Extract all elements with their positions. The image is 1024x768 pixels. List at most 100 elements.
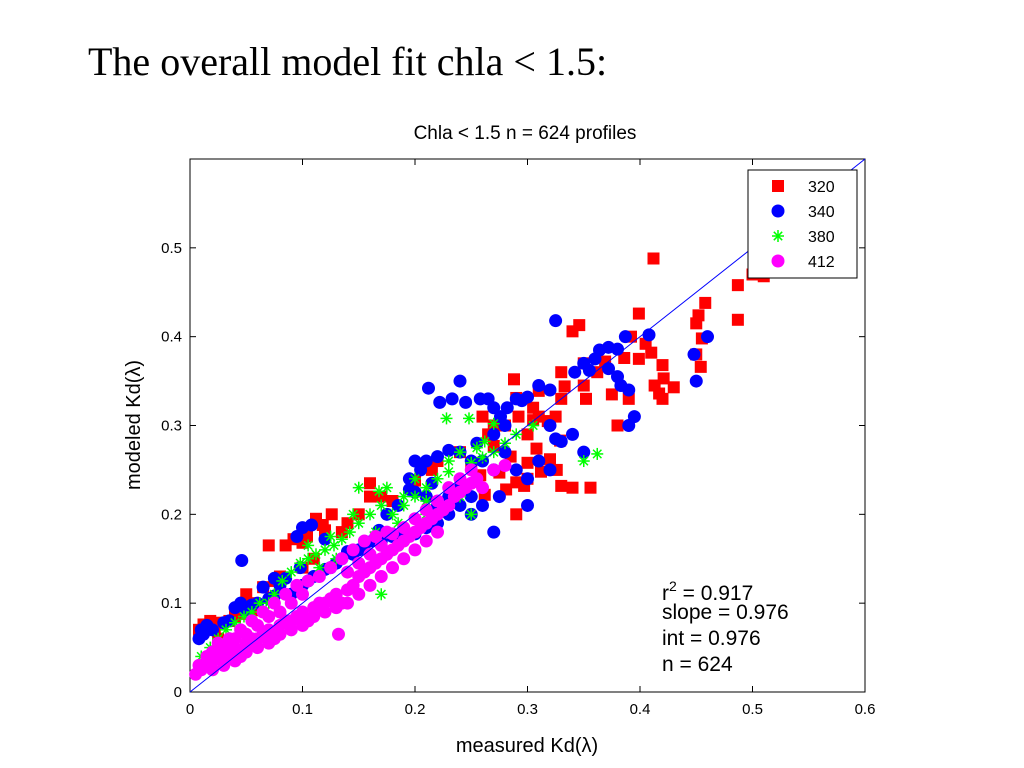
point-412	[318, 605, 332, 619]
point-380	[319, 543, 331, 556]
point-412	[363, 578, 377, 592]
point-412	[498, 458, 512, 472]
point-340	[459, 395, 473, 409]
point-320	[618, 351, 631, 364]
point-412	[487, 463, 501, 477]
x-axis: 0 0.1 0.2 0.3 0.4 0.5 0.6	[186, 159, 876, 718]
data-points	[189, 252, 770, 681]
point-340	[442, 443, 456, 457]
legend-box	[747, 169, 858, 279]
point-320	[558, 380, 571, 393]
point-412	[419, 503, 433, 517]
y-axis: 0 0.1 0.2 0.3 0.4 0.5	[161, 240, 865, 701]
x-tick-label: 0.6	[855, 701, 876, 718]
point-340	[568, 365, 582, 379]
point-340	[554, 434, 568, 448]
point-412	[374, 570, 388, 584]
point-412	[419, 534, 433, 548]
legend: 320 340 380 412	[747, 169, 858, 279]
point-412	[369, 530, 383, 544]
chart-title: Chla < 1.5 n = 624 profiles	[414, 123, 637, 144]
point-380	[442, 465, 455, 478]
point-380	[276, 574, 289, 587]
slide-title: The overall model fit chla < 1.5:	[88, 39, 608, 84]
point-412	[296, 618, 309, 632]
point-412	[284, 596, 298, 610]
point-380	[313, 561, 326, 574]
point-380	[577, 455, 590, 468]
point-340	[414, 463, 428, 477]
point-320	[476, 410, 489, 423]
point-412	[284, 614, 298, 628]
point-412	[341, 596, 354, 610]
point-320	[731, 313, 744, 326]
r2-superscript: 2	[669, 578, 677, 594]
point-320	[647, 252, 660, 265]
point-320	[364, 490, 376, 503]
point-340	[200, 618, 214, 632]
point-412	[284, 623, 298, 637]
point-380	[431, 472, 444, 485]
point-340	[290, 530, 304, 544]
point-412	[324, 561, 338, 575]
point-320	[656, 359, 669, 372]
point-380	[302, 539, 315, 552]
point-412	[397, 521, 411, 535]
point-320	[653, 387, 666, 400]
point-340	[532, 454, 546, 468]
point-340	[425, 476, 439, 490]
point-412	[329, 601, 343, 615]
x-tick-label: 0.1	[292, 701, 313, 718]
point-412	[239, 627, 253, 641]
point-340	[487, 427, 501, 441]
point-380	[285, 566, 298, 579]
point-380	[463, 412, 475, 425]
point-380	[352, 517, 365, 530]
r2-stat: r2 = 0.917	[662, 578, 753, 605]
point-320	[335, 526, 348, 539]
point-412	[262, 609, 276, 623]
series-412	[189, 458, 512, 681]
point-380	[397, 490, 410, 503]
x-tick-label: 0.2	[405, 701, 426, 718]
point-380	[310, 548, 322, 561]
point-340	[577, 445, 591, 459]
legend-marker-380	[772, 230, 784, 242]
point-320	[262, 539, 275, 552]
n-stat: n = 624	[662, 653, 733, 676]
point-320	[632, 352, 645, 365]
x-tick-label: 0.5	[742, 701, 763, 718]
legend-label: 412	[808, 254, 835, 271]
point-340	[642, 328, 656, 342]
point-380	[478, 435, 491, 448]
point-412	[192, 658, 206, 672]
point-320	[508, 373, 520, 386]
point-320	[555, 366, 568, 379]
point-340	[476, 498, 489, 512]
point-380	[409, 490, 421, 503]
point-412	[332, 627, 345, 641]
point-412	[352, 587, 366, 601]
legend-marker-412	[771, 254, 785, 268]
point-340	[687, 347, 701, 361]
point-412	[363, 547, 377, 561]
point-412	[386, 527, 399, 541]
point-380	[343, 526, 356, 539]
point-320	[667, 381, 680, 394]
point-340	[498, 445, 512, 459]
point-340	[498, 419, 512, 432]
point-320	[611, 419, 624, 432]
point-380	[465, 508, 478, 521]
point-340	[256, 580, 270, 594]
point-412	[318, 596, 332, 610]
point-412	[341, 565, 354, 579]
slope-stat: slope = 0.976	[662, 601, 789, 624]
y-tick-label: 0.1	[161, 595, 182, 612]
point-380	[454, 446, 466, 459]
point-412	[397, 552, 411, 566]
point-380	[375, 588, 388, 601]
legend-marker-320	[772, 180, 784, 192]
point-380	[347, 508, 360, 521]
point-340	[566, 427, 579, 441]
